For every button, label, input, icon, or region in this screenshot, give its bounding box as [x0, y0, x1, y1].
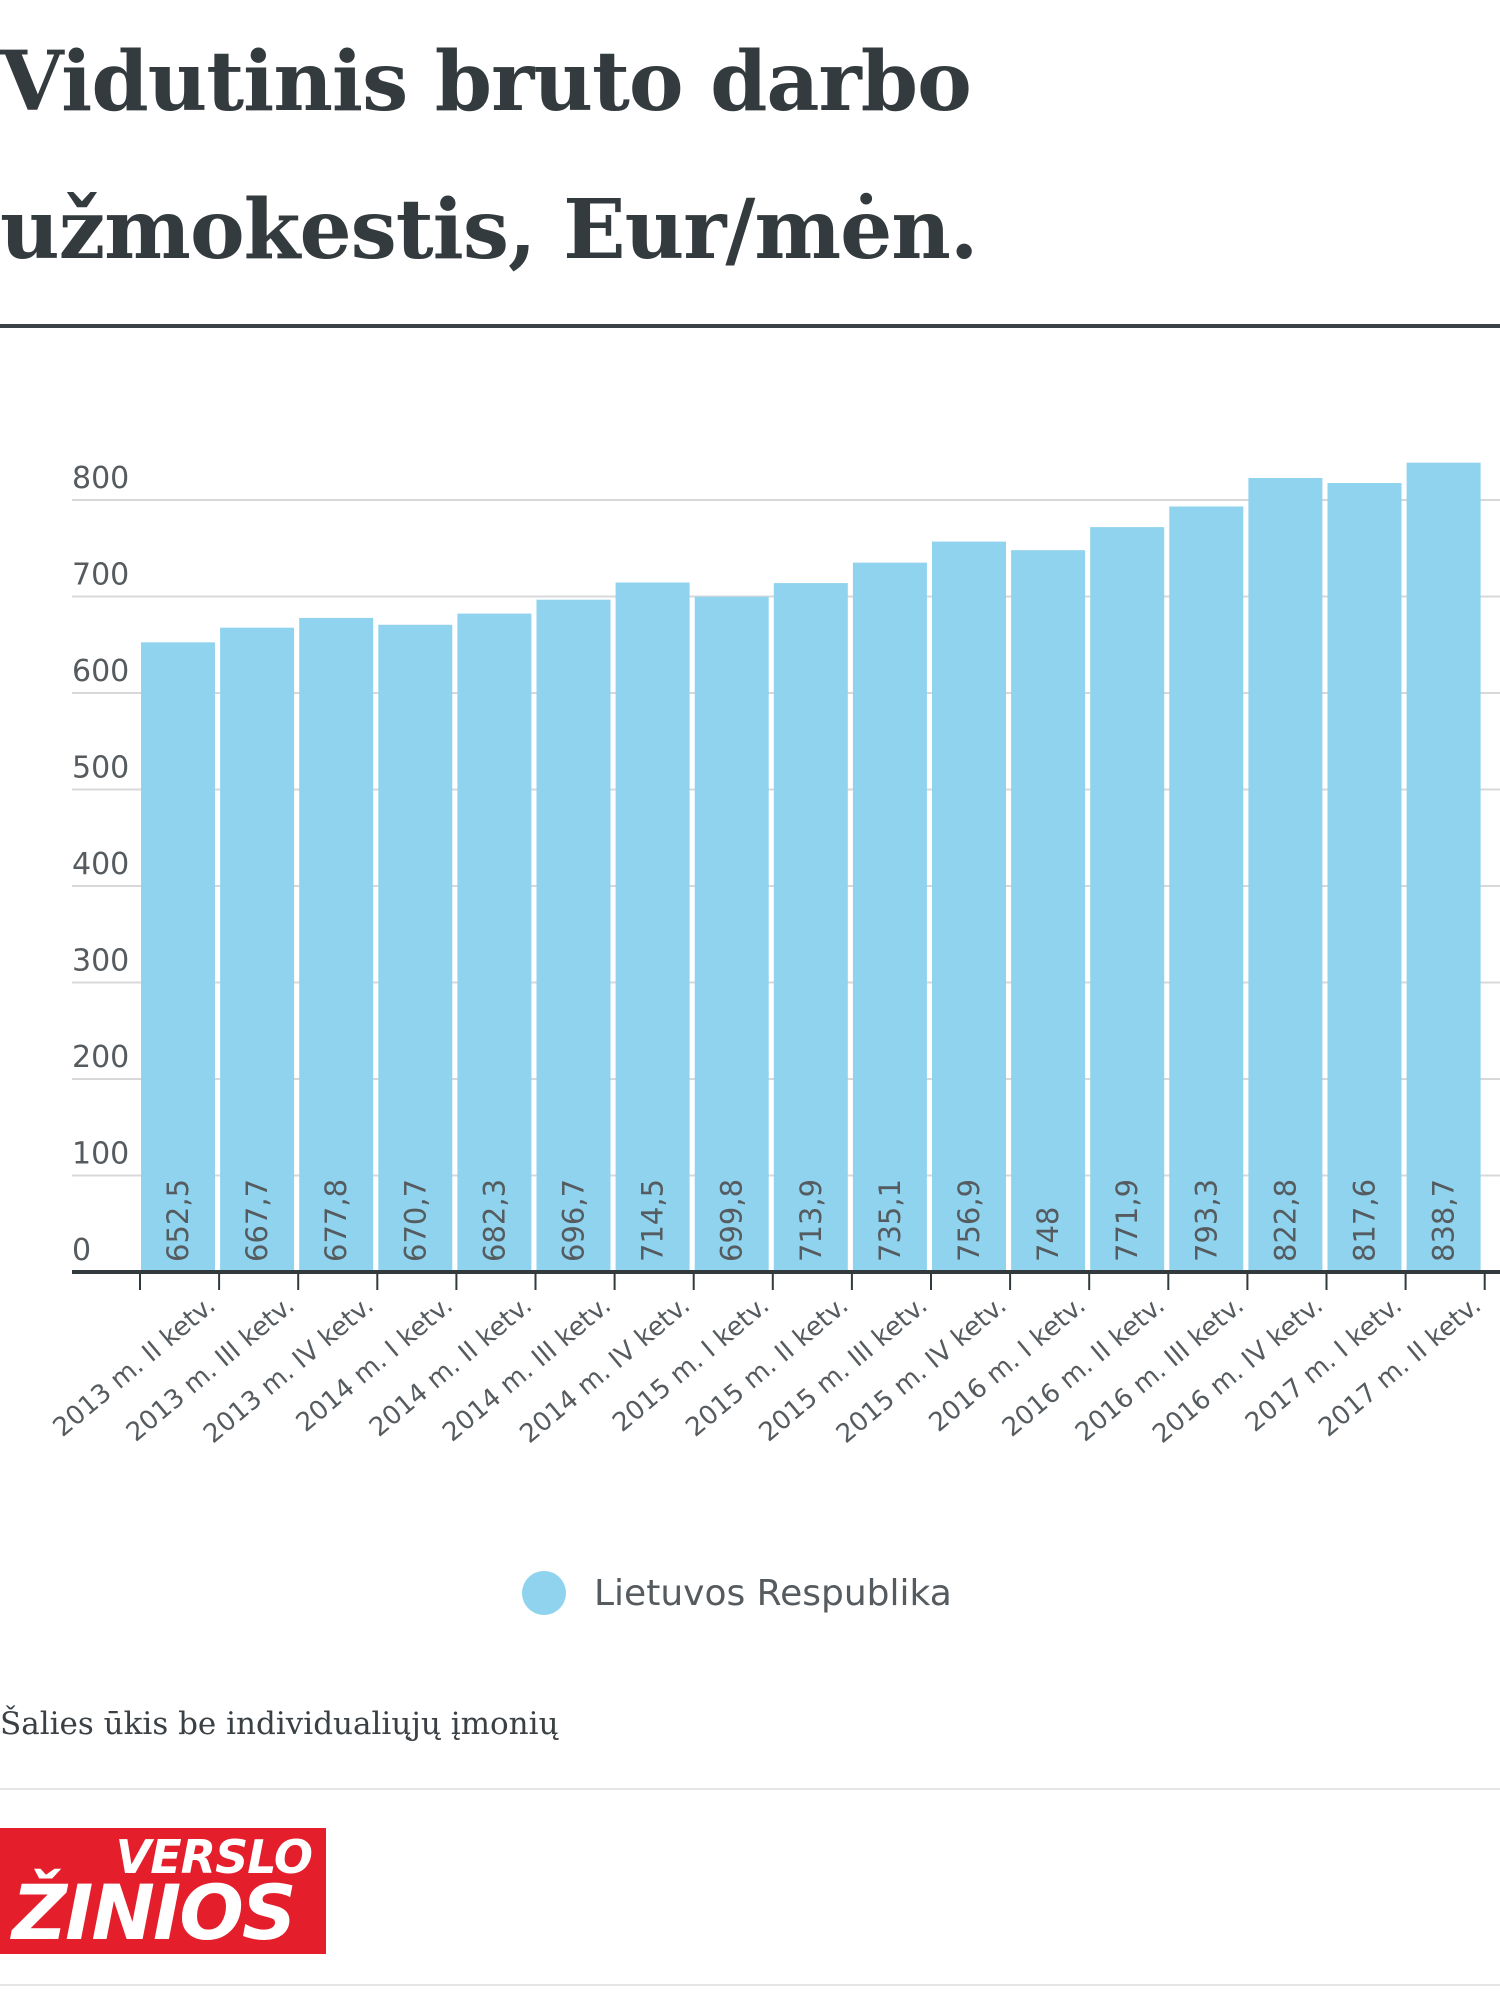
value-labels: 652,5 667,7 677,8 670,7 682,3 696,7 714,5 699,8…: [161, 1179, 1461, 1262]
bar: [1169, 506, 1244, 1272]
y-tick-label: 700: [72, 558, 129, 593]
bar-value-label: 793,3: [1189, 1179, 1223, 1262]
bar: [1327, 483, 1402, 1272]
legend-label: Lietuvos Respublika: [594, 1572, 952, 1614]
bar-value-label: 677,8: [319, 1179, 353, 1262]
bar: [1406, 462, 1481, 1272]
bar-value-label: 713,9: [794, 1179, 828, 1262]
y-tick-label: 600: [72, 654, 129, 689]
y-tick-label: 300: [72, 944, 129, 979]
bottom-divider: [0, 1984, 1500, 1986]
bar-value-label: 696,7: [557, 1179, 591, 1262]
bar: [932, 541, 1006, 1272]
logo-text-top: VERSLO: [115, 1830, 313, 1884]
bar: [141, 642, 215, 1272]
bar: [378, 624, 453, 1272]
bar: [615, 582, 690, 1272]
bar: [457, 613, 532, 1272]
bar-value-label: 771,9: [1110, 1179, 1144, 1262]
bar-value-label: 822,8: [1268, 1179, 1302, 1262]
bar: [852, 562, 927, 1272]
bar-value-label: 699,8: [715, 1179, 749, 1262]
footer-divider: [0, 1788, 1500, 1790]
y-tick-label: 400: [72, 847, 129, 882]
source-note: Šalies ūkis be individualiųjų įmonių: [0, 1706, 559, 1742]
title-divider: [0, 324, 1500, 328]
bar-value-label: 817,6: [1348, 1179, 1382, 1262]
bar-value-label: 652,5: [161, 1179, 195, 1262]
bar: [220, 627, 295, 1272]
bar-value-label: 838,7: [1427, 1179, 1461, 1262]
bar-value-label: 748: [1031, 1207, 1065, 1262]
bar-value-label: 670,7: [398, 1179, 432, 1262]
bar-chart: 652,5 667,7 677,8 670,7 682,3 696,7 714,5 699,8…: [48, 461, 1500, 1450]
x-axis: [72, 1270, 1500, 1290]
bar-value-label: 756,9: [952, 1179, 986, 1262]
bar-value-label: 667,7: [240, 1179, 274, 1262]
bar: [694, 596, 769, 1272]
bar: [1090, 527, 1165, 1272]
bars: [141, 462, 1481, 1272]
y-tick-label: 200: [72, 1040, 129, 1075]
bar-value-label: 735,1: [873, 1179, 907, 1262]
bar: [1248, 477, 1323, 1272]
bar-value-label: 682,3: [477, 1179, 511, 1262]
logo-text-bottom: ŽINIOS: [12, 1868, 297, 1954]
bar-value-label: 714,5: [636, 1179, 670, 1262]
legend-swatch: [522, 1571, 566, 1615]
bar: [1011, 550, 1086, 1272]
y-tick-label: 500: [72, 751, 129, 786]
bar: [536, 599, 611, 1272]
versloziniu-logo: VERSLO ŽINIOS: [0, 1828, 326, 1954]
chart-title: Vidutinis bruto darbo užmokestis, Eur/mė…: [0, 34, 978, 278]
y-tick-label: 100: [72, 1137, 129, 1172]
x-axis-ticks: 2013 m. II ketv.2013 m. III ketv.2013 m.…: [48, 1290, 1488, 1449]
y-tick-label: 800: [72, 461, 129, 496]
bar: [299, 617, 374, 1272]
legend: Lietuvos Respublika: [522, 1568, 952, 1618]
y-axis-ticks: 0 100 200 300 400 500 600 700 800: [72, 461, 129, 1268]
bar: [773, 583, 848, 1272]
y-tick-label: 0: [72, 1233, 91, 1268]
